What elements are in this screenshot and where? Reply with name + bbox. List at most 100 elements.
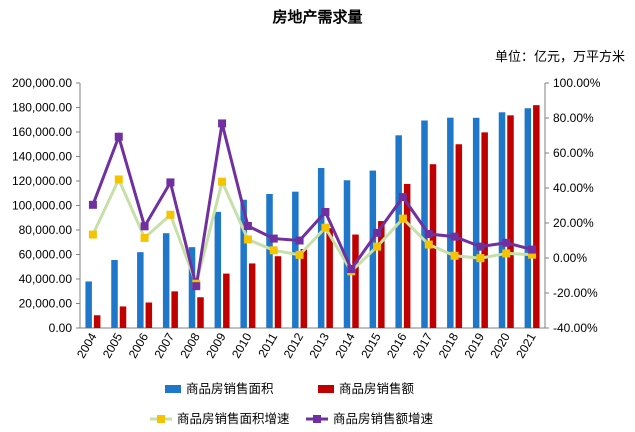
bar-sales-area xyxy=(395,135,402,328)
marker-area-growth xyxy=(140,233,149,242)
bar-sales-area xyxy=(498,112,506,328)
legend-swatch xyxy=(165,385,181,393)
x-tick-label: 2015 xyxy=(358,330,384,360)
bar-sales-amount xyxy=(326,228,333,328)
bar-sales-amount xyxy=(171,291,178,328)
y-left-tick-label: 80,000.00 xyxy=(19,223,73,237)
y-right-tick-label: -20.00% xyxy=(553,286,598,300)
line-amount-growth xyxy=(91,123,533,287)
marker-amount-growth xyxy=(502,238,511,247)
line-area-growth xyxy=(91,175,533,289)
x-tick-label: 2011 xyxy=(255,330,280,360)
marker-area-growth xyxy=(476,254,485,263)
marker-area-growth xyxy=(295,250,304,259)
marker-area-growth xyxy=(502,249,511,258)
x-tick-label: 2005 xyxy=(100,330,126,360)
marker-amount-growth xyxy=(373,228,382,237)
marker-amount-growth xyxy=(398,193,407,202)
x-tick-label: 2021 xyxy=(513,330,539,360)
marker-amount-growth xyxy=(269,234,278,243)
marker-amount-growth xyxy=(424,230,433,239)
bar-sales-area xyxy=(317,168,325,328)
y-right-tick-label: -40.00% xyxy=(553,321,598,335)
x-tick-label: 2012 xyxy=(281,330,307,360)
bar-sales-amount xyxy=(119,306,127,328)
x-tick-label: 2018 xyxy=(436,330,462,360)
legend-label: 商品房销售面积 xyxy=(186,381,274,396)
unit-note: 单位：亿元，万平方米 xyxy=(494,50,625,65)
bar-sales-amount xyxy=(197,297,204,328)
y-right-tick-label: 60.00% xyxy=(553,146,594,160)
legend-label: 商品房销售额增速 xyxy=(333,411,434,426)
bar-sales-amount xyxy=(403,183,411,328)
y-left-tick-label: 0.00 xyxy=(49,321,73,335)
marker-area-growth xyxy=(269,246,278,255)
y-right-tick-label: 40.00% xyxy=(553,181,594,195)
bar-sales-amount xyxy=(507,115,514,328)
marker-amount-growth xyxy=(347,265,356,274)
legend-label: 商品房销售面积增速 xyxy=(177,411,290,426)
y-left-tick-label: 200,000.00 xyxy=(12,76,72,90)
bar-sales-area xyxy=(421,120,428,328)
marker-amount-growth xyxy=(114,132,123,141)
marker-area-growth xyxy=(88,230,97,239)
x-tick-label: 2010 xyxy=(229,330,255,360)
marker-area-growth xyxy=(114,175,123,184)
marker-area-growth xyxy=(424,240,433,249)
bar-sales-area xyxy=(85,281,92,328)
marker-amount-growth xyxy=(476,242,485,251)
y-right-tick-label: 0.00% xyxy=(553,251,587,265)
y-left-tick-label: 140,000.00 xyxy=(12,150,72,164)
marker-amount-growth xyxy=(192,282,201,291)
marker-area-growth xyxy=(321,223,330,232)
y-left-tick-label: 60,000.00 xyxy=(19,248,73,262)
bar-sales-amount xyxy=(248,263,256,328)
bar-sales-area xyxy=(214,211,222,328)
x-tick-label: 2017 xyxy=(410,330,436,360)
x-tick-label: 2007 xyxy=(152,330,178,360)
bar-sales-area xyxy=(188,247,196,328)
marker-area-growth xyxy=(373,242,382,251)
bar-sales-amount xyxy=(145,302,153,328)
bar-sales-area xyxy=(472,117,480,328)
bar-sales-amount xyxy=(533,105,540,328)
marker-amount-growth xyxy=(528,245,537,254)
x-tick-label: 2004 xyxy=(74,330,100,360)
x-tick-label: 2020 xyxy=(487,330,513,360)
marker-amount-growth xyxy=(243,221,252,230)
bar-sales-amount xyxy=(300,248,308,328)
marker-area-growth xyxy=(166,210,175,219)
x-tick-label: 2016 xyxy=(384,330,410,360)
marker-amount-growth xyxy=(218,119,227,128)
bar-sales-amount xyxy=(223,273,230,328)
x-tick-label: 2006 xyxy=(126,330,152,360)
bar-sales-area xyxy=(292,191,299,328)
marker-amount-growth xyxy=(166,178,175,187)
x-tick-label: 2019 xyxy=(462,330,488,360)
bar-sales-area xyxy=(162,233,170,328)
legend-swatch-marker xyxy=(313,415,321,423)
bar-sales-area xyxy=(111,260,118,328)
bar-sales-area xyxy=(524,108,532,328)
x-tick-label: 2014 xyxy=(332,330,358,360)
marker-amount-growth xyxy=(295,236,304,245)
bar-sales-area xyxy=(240,199,247,328)
marker-amount-growth xyxy=(140,222,149,231)
bar-sales-amount xyxy=(352,234,359,328)
bar-sales-amount xyxy=(455,144,463,328)
bar-sales-area xyxy=(137,252,144,328)
marker-area-growth xyxy=(218,177,227,186)
marker-area-growth xyxy=(528,250,537,259)
bar-sales-area xyxy=(447,117,454,328)
y-right-tick-label: 80.00% xyxy=(553,111,594,125)
y-right-tick-label: 100.00% xyxy=(553,76,601,90)
x-tick-label: 2013 xyxy=(307,330,333,360)
x-tick-label: 2008 xyxy=(177,330,203,360)
chart-title: 房地产需求量 xyxy=(272,8,363,26)
bar-sales-amount xyxy=(481,132,488,328)
bar-sales-amount xyxy=(93,315,101,328)
marker-area-growth xyxy=(243,235,252,244)
x-tick-label: 2009 xyxy=(203,330,229,360)
bar-sales-amount xyxy=(378,221,385,328)
